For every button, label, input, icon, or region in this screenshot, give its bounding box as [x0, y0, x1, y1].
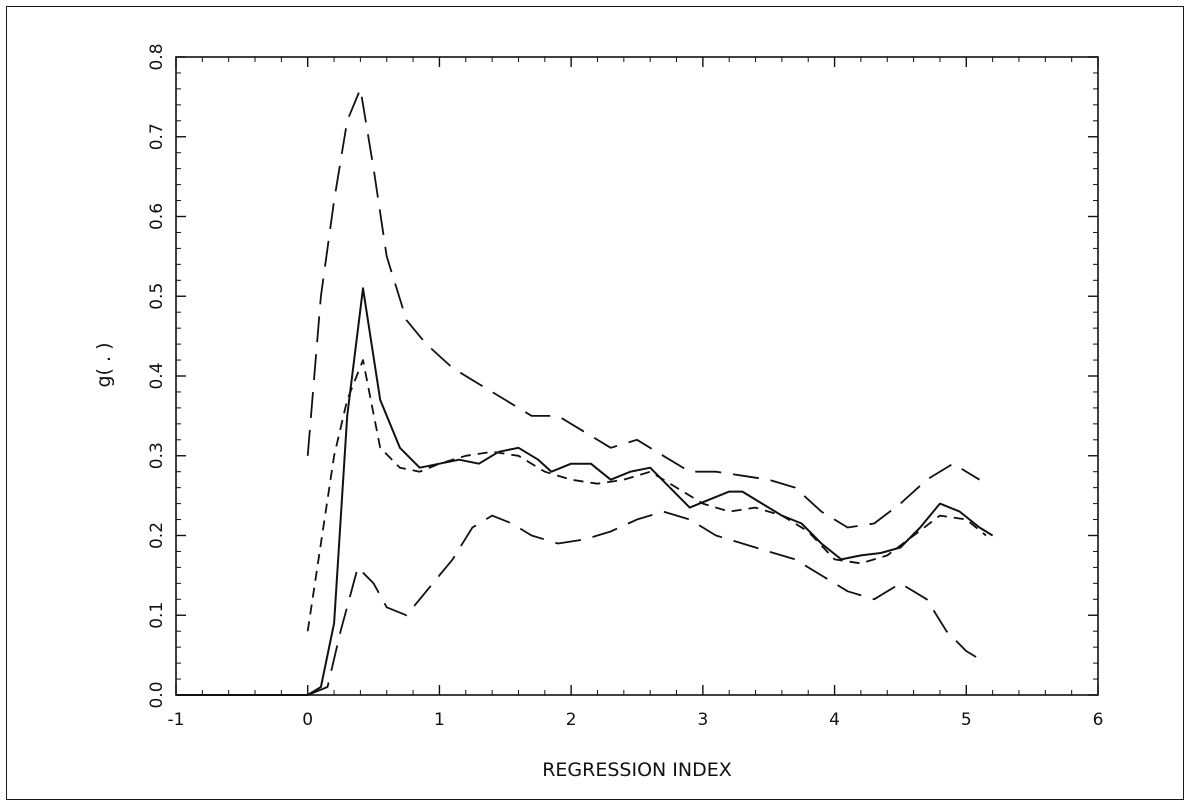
x-tick-label: 6	[1093, 710, 1104, 730]
y-tick-label: 0.6	[147, 203, 167, 230]
x-tick-label: 0	[302, 710, 313, 730]
series-line-1-solid	[176, 287, 994, 696]
y-tick-label: 0.5	[147, 283, 167, 310]
y-axis-title: g( . )	[93, 342, 115, 387]
series-line-4-long-dash	[307, 510, 980, 696]
y-tick-label: 0.4	[147, 362, 167, 389]
y-tick-label: 0.7	[147, 123, 167, 150]
x-tick-label: 3	[697, 710, 708, 730]
y-tick-label: 0.3	[147, 442, 167, 469]
y-tick-label: 0.2	[147, 522, 167, 549]
y-tick-label: 0.0	[147, 681, 167, 708]
series-line-3-long-dash	[306, 88, 980, 529]
x-tick-label: 2	[566, 710, 577, 730]
x-tick-labels: -1 0 1 2 3 4 5 6	[168, 710, 1104, 730]
figure-frame	[6, 6, 1184, 800]
y-tick-label: 0.8	[147, 43, 167, 70]
x-tick-label: 4	[829, 710, 840, 730]
x-tick-label: 1	[434, 710, 445, 730]
series-line-2-short-dash	[306, 359, 987, 632]
x-tick-label: 5	[961, 710, 972, 730]
x-tick-label: -1	[168, 710, 185, 730]
axis-ticks	[175, 56, 1099, 696]
x-axis-title: REGRESSION INDEX	[542, 759, 732, 781]
series-lines	[176, 88, 994, 696]
y-tick-label: 0.1	[147, 602, 167, 629]
y-tick-labels: 0.0 0.1 0.2 0.3 0.4 0.5 0.6 0.7 0.8	[147, 43, 167, 708]
